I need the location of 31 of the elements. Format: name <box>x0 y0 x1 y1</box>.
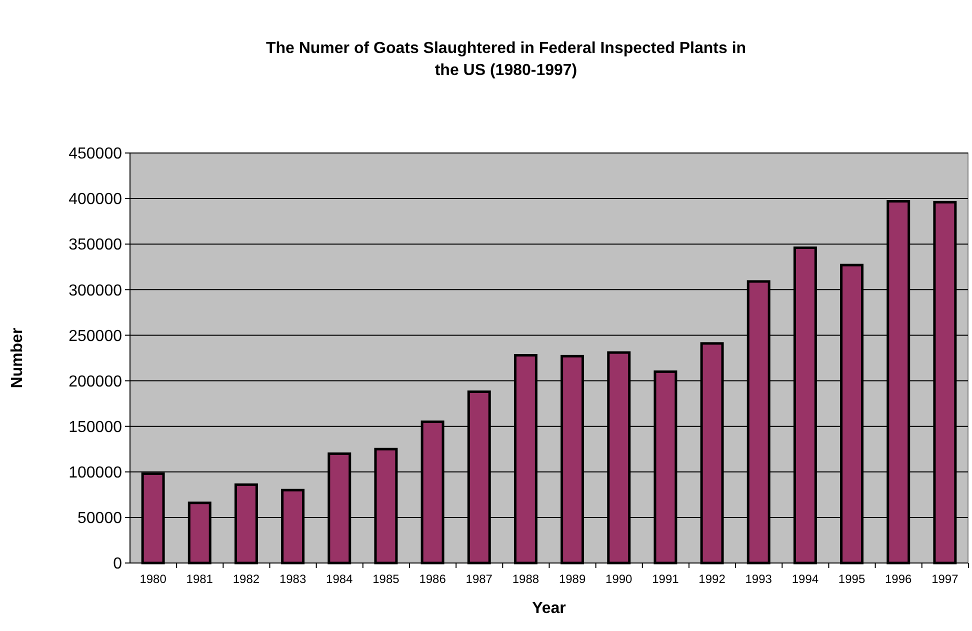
y-tick-label: 450000 <box>68 146 122 163</box>
y-tick-label: 300000 <box>68 282 122 300</box>
y-tick-label: 200000 <box>68 373 122 390</box>
y-tick-label: 350000 <box>68 236 122 254</box>
x-tick-label: 1985 <box>372 572 400 586</box>
x-tick-label: 1991 <box>652 572 680 586</box>
x-axis-title: Year <box>532 600 566 617</box>
x-tick-label: 1992 <box>698 572 726 586</box>
x-tick-label: 1997 <box>932 572 959 586</box>
x-tick-label: 1989 <box>558 572 586 586</box>
y-tick-label: 100000 <box>68 464 122 482</box>
x-tick-label: 1980 <box>140 572 167 586</box>
x-tick-label: 1984 <box>326 572 354 586</box>
x-tick-label: 1988 <box>512 572 540 586</box>
x-tick-label: 1995 <box>838 572 866 586</box>
x-tick-label: 1983 <box>279 572 306 586</box>
y-tick-label: 400000 <box>68 191 122 208</box>
x-tick-label: 1993 <box>745 572 772 586</box>
x-tick-label: 1990 <box>606 572 633 586</box>
x-tick-label: 1996 <box>885 572 912 586</box>
y-tick-label: 0 <box>113 556 122 573</box>
x-tick-label: 1987 <box>466 572 493 586</box>
y-axis-title: Number <box>9 328 26 388</box>
x-tick-label: 1986 <box>419 572 446 586</box>
x-tick-label: 1981 <box>186 572 214 586</box>
y-tick-label: 250000 <box>68 328 122 345</box>
chart-title: The Numer of Goats Slaughtered in Federal Inspected Plants in the US (1980-1997) <box>266 40 746 79</box>
x-tick-label: 1982 <box>232 572 260 586</box>
y-tick-label: 50000 <box>78 510 122 528</box>
x-tick-label: 1994 <box>792 572 819 586</box>
y-tick-label: 150000 <box>68 418 122 436</box>
